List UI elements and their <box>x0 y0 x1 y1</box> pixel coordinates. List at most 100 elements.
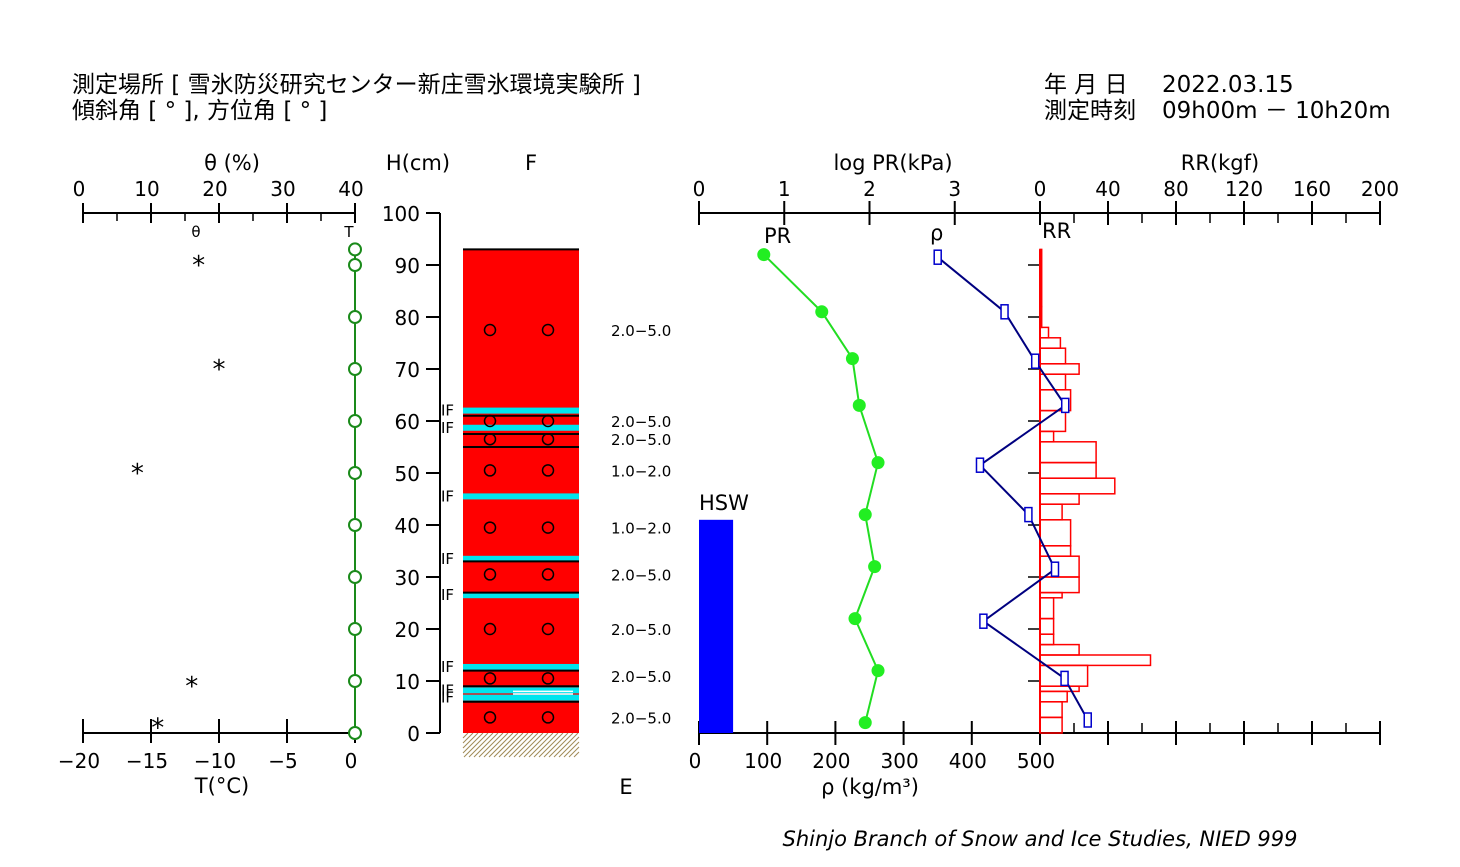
theta-tick-label: 0 <box>73 177 86 201</box>
hardness-label: IF <box>441 419 454 437</box>
grain-shape-marker <box>483 464 497 477</box>
pr-point <box>871 456 885 470</box>
grain-size-label: 2.0−5.0 <box>611 668 671 686</box>
ice-layer <box>463 407 579 414</box>
temperature-point <box>348 726 362 740</box>
rr-bar <box>1039 576 1080 594</box>
grain-shape-marker <box>541 622 555 636</box>
t-axis-title: T(°C) <box>194 774 249 798</box>
ground-hatch <box>462 732 580 758</box>
density-point <box>933 249 942 265</box>
t-tick-label: −20 <box>58 749 100 773</box>
density-point <box>1024 506 1033 523</box>
grain-size-label: 2.0−5.0 <box>611 621 671 639</box>
pr-series-label: PR <box>764 224 791 248</box>
pr-point <box>871 664 885 678</box>
ice-layer <box>463 687 579 694</box>
grain-shape-marker <box>483 432 497 446</box>
density-point <box>1030 353 1040 369</box>
ice-layer <box>463 694 579 701</box>
pr-point <box>757 248 771 262</box>
height-tick-label: 20 <box>395 618 420 642</box>
density-point <box>979 613 988 629</box>
rr-bar <box>1039 477 1116 495</box>
rr-bar <box>1039 337 1062 349</box>
temperature-point <box>348 674 362 688</box>
date-value: 2022.03.15 <box>1162 72 1294 98</box>
hatch-line <box>462 732 479 749</box>
theta-tick-label: 30 <box>270 177 295 201</box>
hatch-line <box>488 732 514 758</box>
theta-point: * <box>131 459 144 489</box>
height-tick-label: 30 <box>395 566 420 590</box>
theta-point: * <box>213 355 226 385</box>
rr-bar <box>1039 617 1055 635</box>
time-label: 測定時刻 <box>1044 98 1136 124</box>
hatch-line <box>568 746 580 758</box>
hardness-label: IF <box>441 658 454 676</box>
location-title: 測定場所 [ 雪氷防災研究センター新庄雪氷環境実験所 ] <box>72 72 641 98</box>
t-tick-label: −15 <box>126 749 168 773</box>
t-tick-label: −10 <box>194 749 236 773</box>
grain-size-label: 2.0−5.0 <box>611 709 671 727</box>
t-tick-label: −5 <box>268 749 297 773</box>
hardness-label: IF <box>441 487 454 505</box>
hatch-line <box>573 751 580 758</box>
hardness-label: IF <box>441 550 454 568</box>
hatch-line <box>533 732 559 758</box>
grain-shape-marker <box>483 672 497 685</box>
grain-shape-marker <box>541 414 555 428</box>
pr-point <box>848 612 862 626</box>
hatch-line <box>518 732 544 758</box>
rho-tick-label: 0 <box>689 749 702 773</box>
pr-line <box>763 253 880 723</box>
height-tick-label: 50 <box>395 462 420 486</box>
data-layer: * * * * * <box>131 242 1152 744</box>
rr-bar <box>1039 326 1050 339</box>
hatch-line <box>528 732 554 758</box>
hsw-label: HSW <box>699 491 749 515</box>
rr-tick-label: 40 <box>1095 177 1120 201</box>
t-marker-label: T <box>343 223 354 241</box>
hatch-line <box>473 732 499 758</box>
rho-axis-title: ρ (kg/m³) <box>821 775 919 799</box>
grain-shape-marker <box>483 711 497 724</box>
height-tick-label: 70 <box>395 358 420 382</box>
theta-tick-label: 40 <box>338 177 363 201</box>
hatch-line <box>563 741 580 758</box>
height-tick-label: 40 <box>395 514 420 538</box>
h-axis-title: H(cm) <box>386 151 450 175</box>
pr-point <box>858 508 872 522</box>
temperature-point <box>348 310 362 324</box>
rr-bar <box>1039 597 1055 620</box>
hatch-line <box>523 732 549 758</box>
pr-point <box>852 398 866 412</box>
ice-layer <box>463 663 579 670</box>
rr-bar <box>1039 430 1055 443</box>
hatch-line <box>498 732 524 758</box>
grain-shape-marker <box>483 568 497 581</box>
snow-column <box>463 249 579 733</box>
hatch-line <box>483 732 509 758</box>
grain-size-label: 1.0−2.0 <box>611 520 671 538</box>
rho-tick-label: 300 <box>881 749 919 773</box>
rr-bar <box>1039 643 1080 656</box>
hatch-line <box>543 732 569 758</box>
rho-tick-label: 400 <box>949 749 987 773</box>
temperature-point <box>348 518 362 532</box>
hatch-line <box>478 732 504 758</box>
height-tick-label: 100 <box>382 202 420 226</box>
pr-tick-label: 1 <box>778 177 791 201</box>
rr-bar <box>1039 493 1080 505</box>
pr-point <box>858 716 872 730</box>
hardness-label: IF <box>441 689 454 707</box>
rho-tick-label: 200 <box>812 749 850 773</box>
height-tick-label: 60 <box>395 410 420 434</box>
ice-layer <box>463 493 579 500</box>
rr-tick-label: 160 <box>1293 177 1331 201</box>
rr-bar <box>1039 633 1055 646</box>
rr-bar <box>1039 701 1063 719</box>
temperature-point <box>348 570 362 584</box>
time-value: 09h00m － 10h20m <box>1162 98 1391 124</box>
rr-bar <box>1039 363 1080 375</box>
